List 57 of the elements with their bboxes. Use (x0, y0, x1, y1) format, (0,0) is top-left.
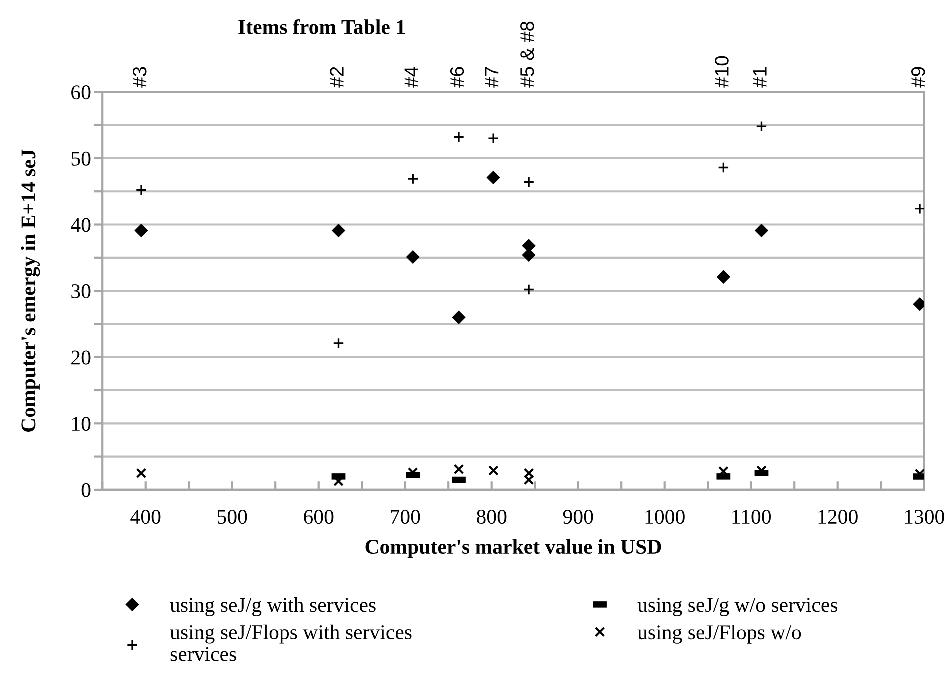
text: #3 (132, 67, 147, 88)
point (524, 468, 534, 479)
point (756, 120, 768, 132)
point (717, 270, 730, 284)
x-tick-label: 500 (218, 510, 248, 524)
y-tick-label: 0 (82, 483, 91, 498)
point (136, 468, 147, 479)
y-axis-title: Computer's emergy in E+14 seJ (21, 150, 40, 432)
point (522, 248, 536, 262)
legend-label: using seJ/Flops w/o (638, 624, 802, 644)
point (332, 224, 346, 238)
x-tick-label: 1000 (646, 510, 685, 524)
legend-label: using seJ/g w/o services (638, 598, 838, 616)
text: #7 (485, 67, 499, 88)
y-tick-label: 20 (72, 350, 91, 365)
point (333, 338, 344, 350)
text: #9 (911, 67, 926, 88)
x-tick-label: 1300 (905, 510, 944, 524)
x-tick-label: 900 (563, 510, 594, 524)
y-tick-label: 30 (72, 284, 91, 298)
point (454, 464, 464, 475)
text: #4 (404, 66, 418, 88)
point (523, 284, 535, 296)
x-tick-label: 1200 (818, 510, 858, 524)
text: #6 (450, 67, 464, 88)
x-tick-label: 800 (477, 510, 507, 524)
y-tick-label: 40 (71, 218, 91, 232)
point (914, 468, 924, 480)
point (452, 310, 466, 324)
x-axis-title: Computer's market value in USD (366, 539, 662, 558)
legend-label: using seJ/Flops with services services (170, 624, 412, 662)
text: #1 (753, 67, 767, 88)
point (407, 173, 419, 185)
x-tick-label: 1100 (732, 510, 771, 524)
y-tick-label: 60 (72, 86, 91, 100)
x-tick-label: 600 (304, 510, 334, 524)
point (488, 466, 499, 476)
point (718, 162, 730, 174)
point (136, 184, 148, 196)
x-tick-label: 700 (391, 510, 420, 524)
point (755, 224, 768, 238)
point (488, 132, 500, 144)
y-tick-label: 50 (72, 152, 91, 166)
point (406, 250, 420, 264)
chart-title: Items from Table 1 (238, 19, 405, 34)
point (524, 474, 534, 486)
legend-label: using seJ/g with services (170, 598, 376, 616)
text: #5 & #8 (520, 22, 534, 88)
point (453, 132, 465, 143)
point (134, 224, 148, 238)
x-tick-label: 400 (130, 510, 161, 524)
text: #2 (330, 67, 344, 88)
point (486, 171, 500, 184)
point (523, 176, 535, 188)
y-tick-label: 10 (72, 417, 91, 432)
point (914, 203, 924, 215)
text: #10 (715, 56, 729, 88)
